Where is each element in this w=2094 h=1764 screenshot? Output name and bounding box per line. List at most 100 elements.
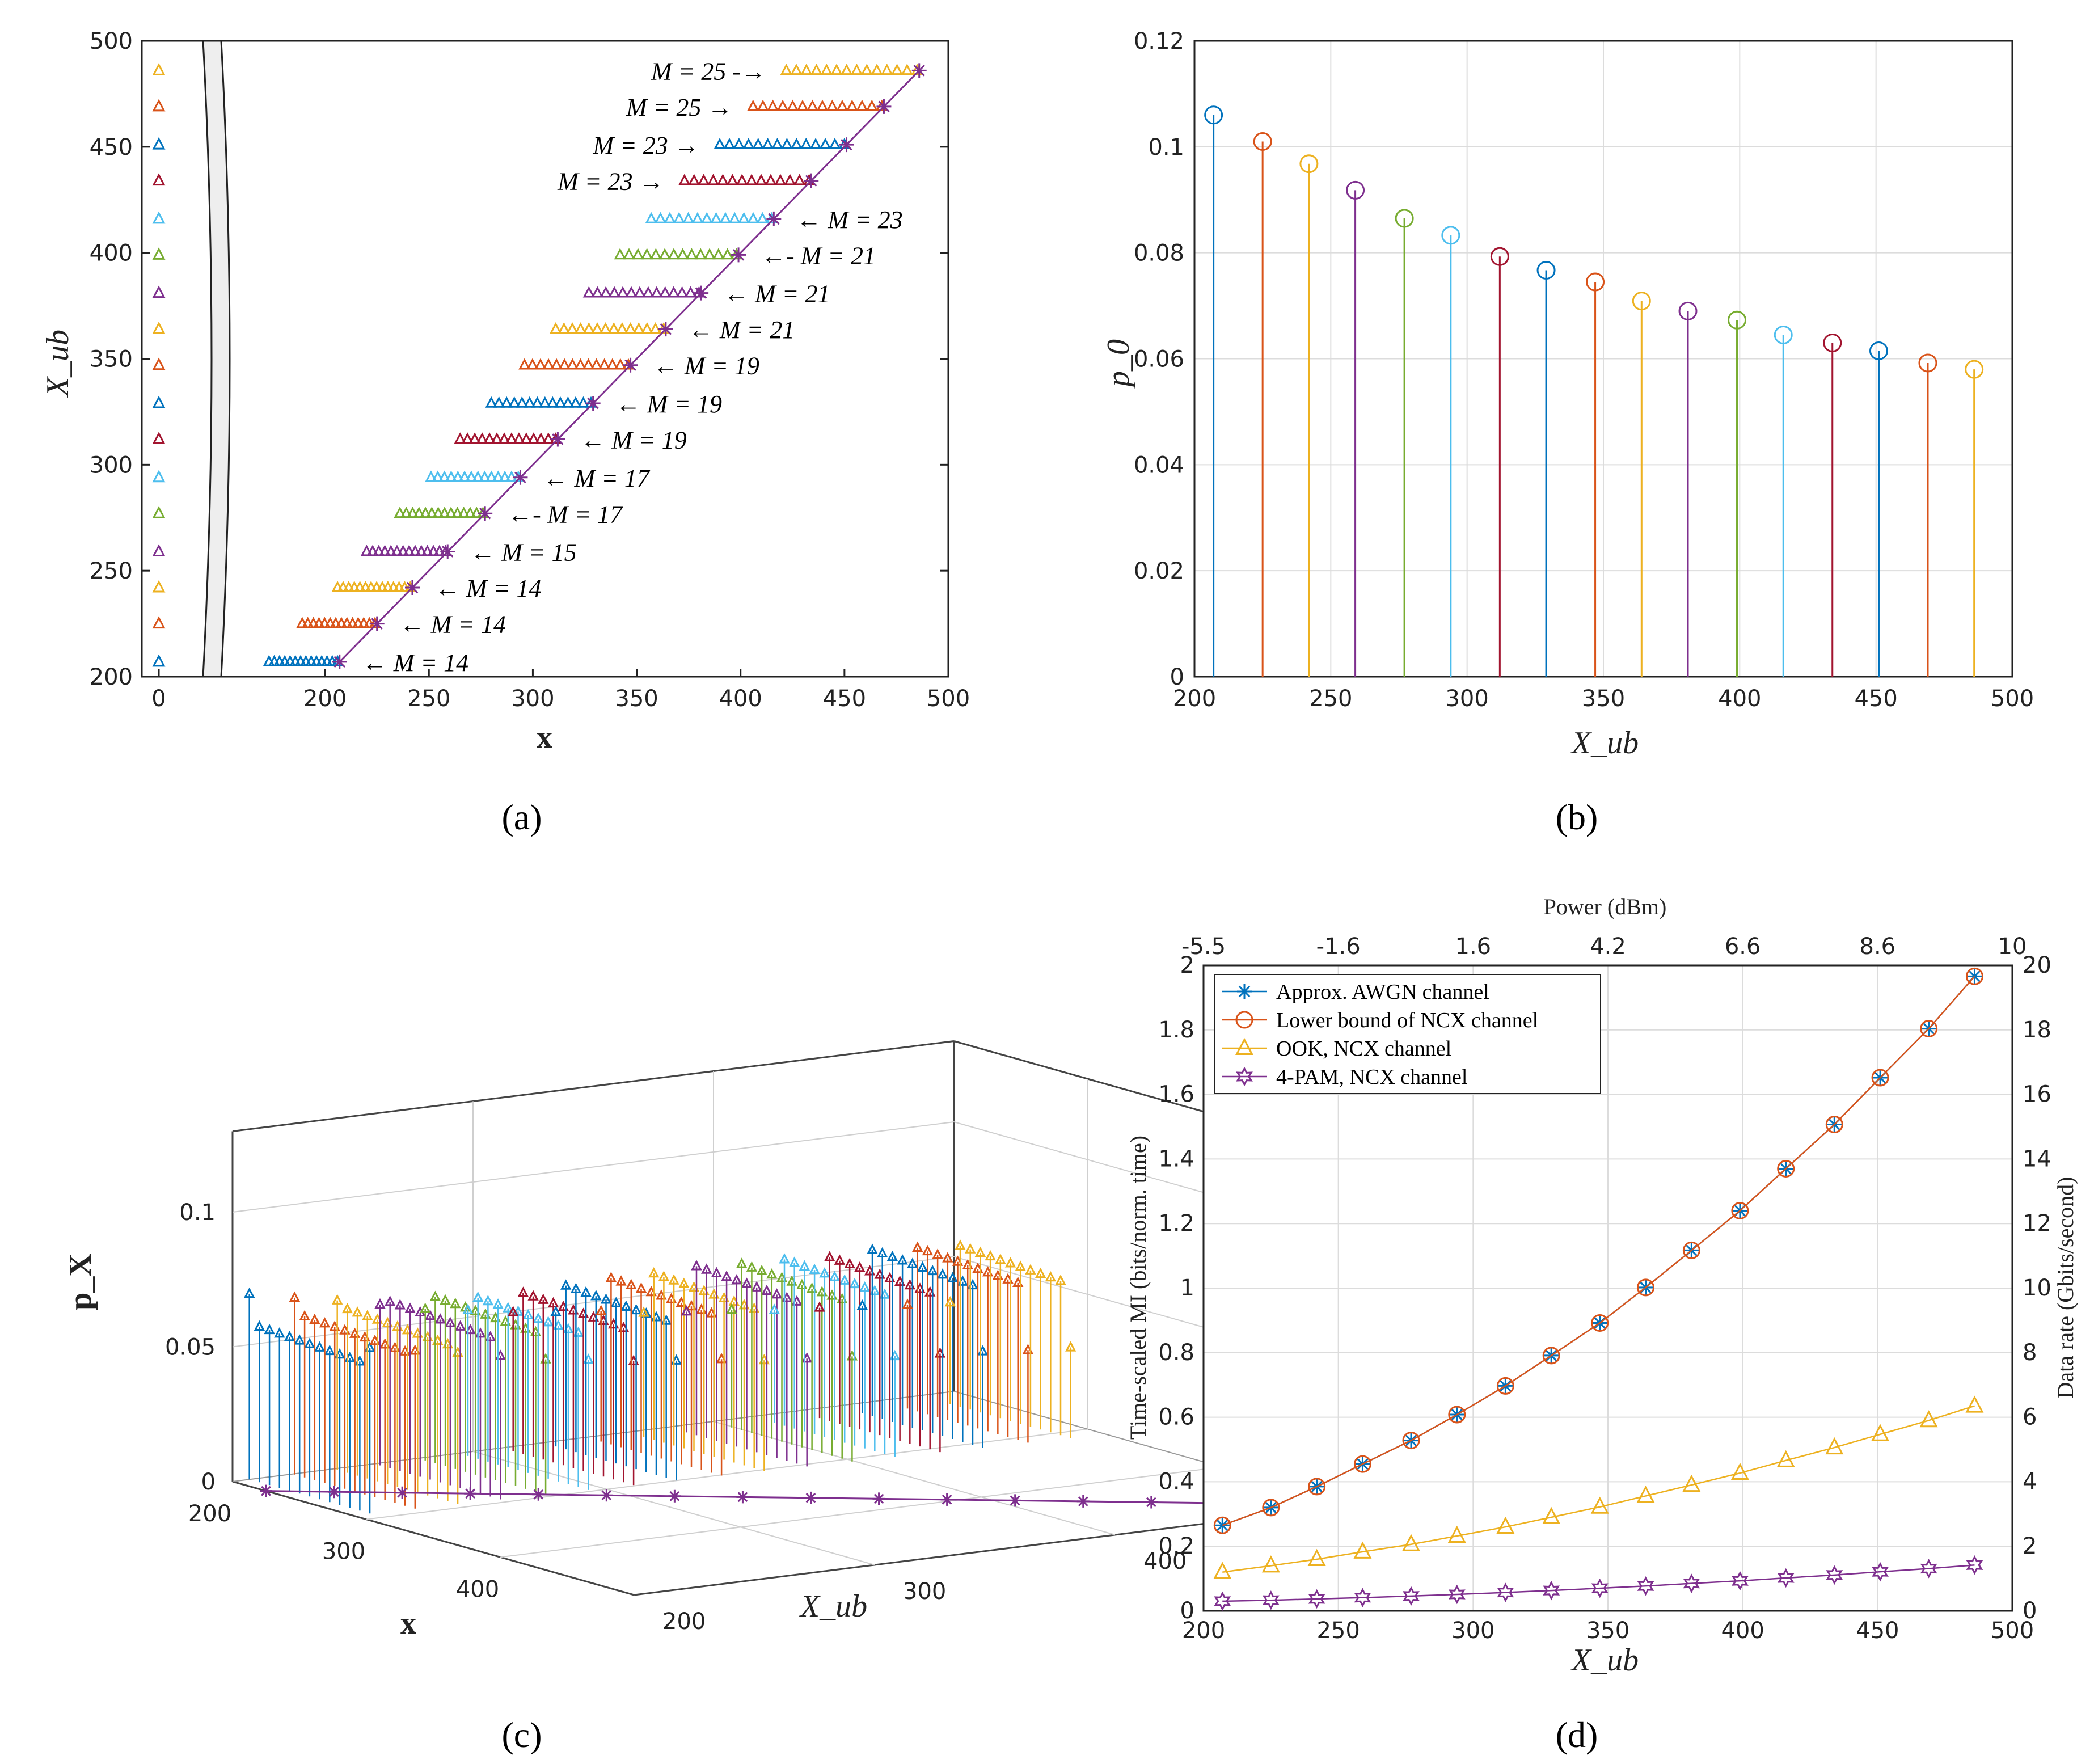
stem-marker-b <box>1632 292 1651 311</box>
constellation-marker <box>458 507 470 518</box>
xtick-label-a: 250 <box>407 686 450 712</box>
stem-marker-c <box>932 1248 943 1259</box>
stem-marker-c <box>630 1303 642 1315</box>
constellation-marker <box>890 64 904 75</box>
xub-marker <box>369 616 385 631</box>
point-ncx-bound <box>1496 1377 1514 1395</box>
legend-label-d: OOK, NCX channel <box>1276 1037 1451 1061</box>
point-4pam <box>1777 1568 1795 1588</box>
xub-marker <box>440 544 455 559</box>
grid-c <box>472 1451 875 1565</box>
xtick-label-a: 300 <box>511 686 554 712</box>
constellation-marker <box>347 617 359 628</box>
xaxis-label-b: X_ub <box>1570 725 1639 761</box>
constellation-marker <box>728 212 741 223</box>
xub-marker-c <box>532 1488 545 1501</box>
constellation-marker <box>479 470 491 482</box>
xub-marker <box>478 506 493 521</box>
stem-marker-c <box>560 1279 572 1290</box>
point-ook <box>1213 1562 1232 1579</box>
constellation-marker <box>307 617 320 628</box>
ytick-label-b: 0 <box>1170 664 1184 690</box>
stem-marker-c <box>819 1267 830 1278</box>
xaxis-label-a: x <box>537 720 552 755</box>
stem-marker-c <box>834 1254 846 1265</box>
M-label: ← M = 15 <box>470 539 576 567</box>
stem-marker-c <box>492 1298 504 1309</box>
xtick-label-c: 300 <box>322 1539 365 1565</box>
constellation-marker <box>421 545 434 556</box>
point-ook <box>1402 1534 1420 1551</box>
panel-a: 200 250 300 350 400 450 500 0 200 250 300 350 400 450… <box>40 28 970 755</box>
point-ncx-bound <box>1542 1347 1560 1365</box>
constellation-marker <box>757 99 769 111</box>
constellation-marker <box>733 137 745 149</box>
stem-marker-c <box>736 1257 748 1268</box>
x2tick-label-d: -5.5 <box>1181 934 1226 960</box>
xtick-label-b: 250 <box>1309 686 1352 712</box>
xtick-label-b: 350 <box>1582 686 1625 712</box>
constellation-marker <box>747 99 759 111</box>
stem-marker-c <box>517 1286 529 1297</box>
M-label: M = 25 → <box>626 94 732 121</box>
constellation-marker <box>558 358 571 370</box>
constellation-marker <box>712 248 725 260</box>
constellation-marker <box>425 470 437 482</box>
constellation-marker <box>464 507 476 518</box>
x2tick-label-d: -1.6 <box>1316 934 1361 960</box>
stem-marker-c <box>508 1306 519 1316</box>
constellation-marker <box>359 580 372 592</box>
point-4pam <box>1354 1588 1371 1607</box>
M-label: ← M = 17 <box>543 465 650 492</box>
y2tick-label-d: 8 <box>2023 1340 2037 1366</box>
stem-marker-c <box>668 1274 679 1285</box>
point-ncx-bound <box>1682 1241 1700 1259</box>
constellation-marker <box>617 286 629 298</box>
constellation-marker <box>492 470 504 482</box>
ytick-label-d: 1.4 <box>1158 1146 1194 1172</box>
constellation-marker <box>485 396 497 408</box>
constellation-marker <box>668 286 680 298</box>
constellation-marker <box>736 174 748 185</box>
constellation-marker <box>461 432 474 444</box>
point-ncx-bound <box>1871 1069 1889 1087</box>
stem-marker-c <box>809 1263 820 1275</box>
stem-marker-c <box>324 1344 335 1356</box>
constellation-marker <box>582 286 595 298</box>
M-label: ← M = 14 <box>400 611 506 639</box>
zero-point-marker <box>152 654 166 667</box>
stem-marker-c <box>254 1320 265 1331</box>
stem-marker-c <box>854 1261 866 1272</box>
stem-marker-c <box>570 1282 582 1293</box>
xub-marker <box>585 395 601 411</box>
stem-marker-c <box>829 1271 841 1281</box>
stem-marker-b <box>1346 180 1365 200</box>
ytick-label-c: 200 <box>662 1609 706 1635</box>
stem-marker-c <box>824 1251 835 1261</box>
constellation-marker <box>684 286 697 298</box>
constellation-marker <box>624 322 637 334</box>
constellation-marker <box>860 64 873 75</box>
stem-marker-c <box>902 1298 913 1309</box>
ytick-label-b: 0.06 <box>1134 347 1184 373</box>
constellation-marker <box>649 248 662 260</box>
constellation-marker <box>634 286 646 298</box>
point-ncx-bound <box>1402 1432 1420 1450</box>
constellation-marker <box>776 99 789 111</box>
constellation-marker <box>673 212 685 223</box>
constellation-marker <box>676 286 689 298</box>
constellation-marker <box>535 432 547 444</box>
stem-marker-c <box>434 1313 446 1324</box>
point-ook <box>1542 1506 1561 1524</box>
constellation-marker <box>745 174 758 185</box>
xub-marker-c <box>396 1486 409 1499</box>
ytick-label-d: 0.8 <box>1158 1340 1194 1366</box>
constellation-marker <box>591 322 603 334</box>
yaxis-label-c: X_ub <box>799 1589 867 1624</box>
point-4pam <box>1637 1576 1654 1596</box>
constellation-marker <box>485 470 498 482</box>
constellation-marker <box>458 470 471 482</box>
M-label: ←- M = 17 <box>508 500 623 528</box>
ytick-label-b: 0.02 <box>1134 558 1184 584</box>
stem-marker-c <box>482 1294 494 1306</box>
